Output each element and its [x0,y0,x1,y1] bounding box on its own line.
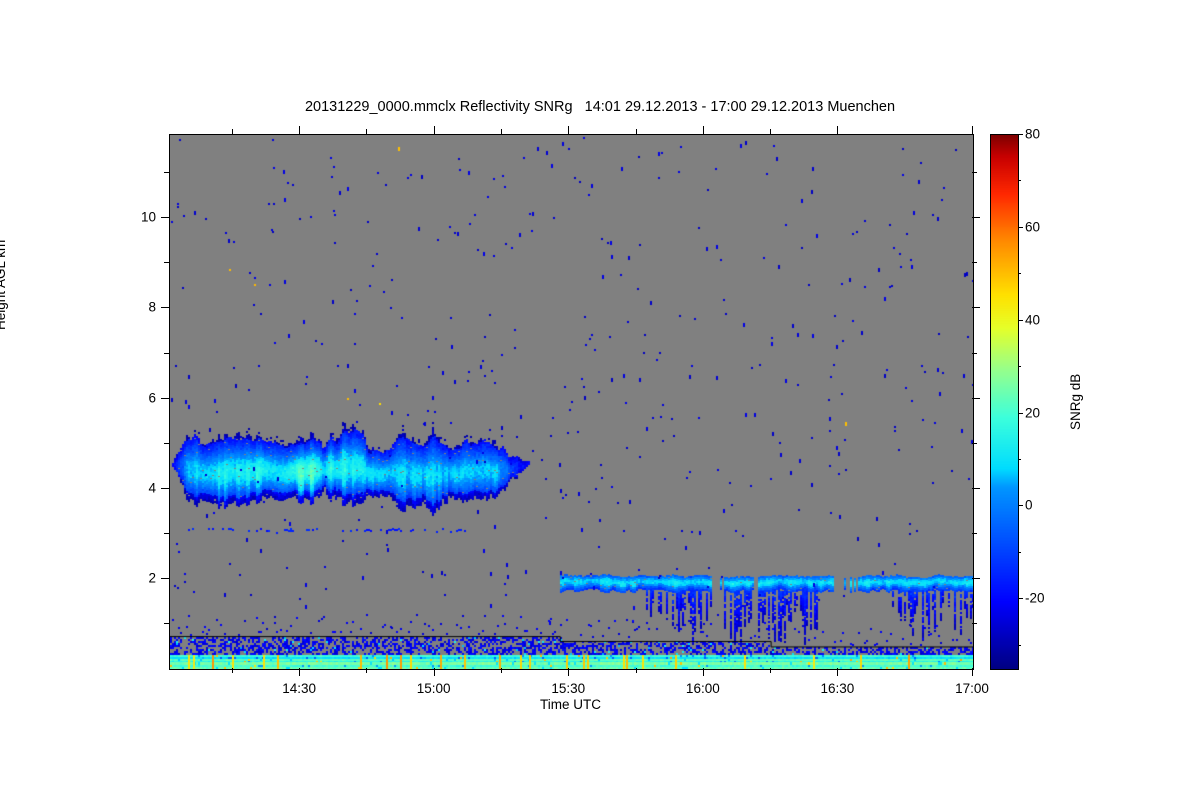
y-axis-tick-label: 8 [148,299,156,315]
colorbar-major-tick [1017,598,1023,599]
y-major-tick-right [972,578,980,579]
x-minor-tick-top [501,129,502,134]
x-axis-label: Time UTC [540,697,601,712]
y-minor-tick [164,262,169,263]
colorbar [990,134,1019,670]
y-major-tick-right [972,398,980,399]
reflectivity-heatmap-axes [169,134,974,670]
y-major-tick-right [972,217,980,218]
x-major-tick [434,668,435,676]
colorbar-major-tick [1017,227,1023,228]
x-minor-tick-top [232,129,233,134]
y-axis-label: Height AGL km [0,239,8,330]
page-title: 20131229_0000.mmclx Reflectivity SNRg 14… [304,99,896,115]
x-major-tick-top [299,126,300,134]
x-minor-tick-top [636,129,637,134]
colorbar-minor-tick [1017,459,1021,460]
x-axis-tick-label: 17:00 [955,681,989,696]
colorbar-tick-label: 20 [1025,405,1041,421]
x-axis-tick-label: 15:00 [416,681,451,696]
x-minor-tick [232,668,233,673]
colorbar-tick-label: 60 [1025,219,1041,235]
y-axis-tick-label: 6 [148,390,156,406]
y-major-tick [161,578,169,579]
x-minor-tick [636,668,637,673]
y-axis-tick-label: 2 [148,570,156,586]
colorbar-tick-label: 0 [1025,497,1033,513]
colorbar-major-tick [1017,413,1023,414]
y-minor-tick [164,353,169,354]
y-minor-tick-right [972,443,977,444]
colorbar-minor-tick [1017,366,1021,367]
x-major-tick-top [837,126,838,134]
x-major-tick-top [568,126,569,134]
y-major-tick [161,307,169,308]
y-minor-tick [164,443,169,444]
colorbar-major-tick [1017,505,1023,506]
y-minor-tick-right [972,353,977,354]
y-major-tick [161,398,169,399]
colorbar-major-tick [1017,320,1023,321]
y-axis-tick-label: 4 [148,480,156,496]
x-major-tick [703,668,704,676]
x-major-tick-top [703,126,704,134]
colorbar-gradient [991,135,1018,669]
colorbar-minor-tick [1017,552,1021,553]
colorbar-major-tick [1017,134,1023,135]
x-axis-tick-label: 15:30 [551,681,586,696]
y-axis-tick-label: 10 [140,209,156,225]
y-minor-tick-right [972,172,977,173]
y-minor-tick-right [972,623,977,624]
y-major-tick [161,217,169,218]
colorbar-tick-label: -20 [1025,590,1045,606]
colorbar-label: SNRg dB [1068,373,1083,430]
x-axis-tick-label: 16:30 [820,681,855,696]
x-major-tick [837,668,838,676]
x-minor-tick [501,668,502,673]
colorbar-minor-tick [1017,645,1021,646]
x-minor-tick-top [770,129,771,134]
colorbar-minor-tick [1017,273,1021,274]
x-major-tick [568,668,569,676]
x-major-tick-top [434,126,435,134]
heatmap-canvas [170,135,973,669]
y-minor-tick-right [972,533,977,534]
x-axis-tick-label: 14:30 [282,681,316,696]
y-minor-tick [164,172,169,173]
x-major-tick [299,668,300,676]
x-major-tick [972,668,973,676]
y-minor-tick [164,623,169,624]
y-major-tick [161,488,169,489]
y-major-tick-right [972,488,980,489]
x-minor-tick [366,668,367,673]
x-axis-tick-label: 16:00 [685,681,720,696]
colorbar-tick-label: 80 [1025,126,1041,142]
colorbar-minor-tick [1017,180,1021,181]
y-minor-tick [164,533,169,534]
x-minor-tick-top [366,129,367,134]
y-major-tick-right [972,307,980,308]
x-major-tick-top [972,126,973,134]
colorbar-tick-label: 40 [1025,312,1041,328]
x-minor-tick [770,668,771,673]
y-minor-tick-right [972,262,977,263]
